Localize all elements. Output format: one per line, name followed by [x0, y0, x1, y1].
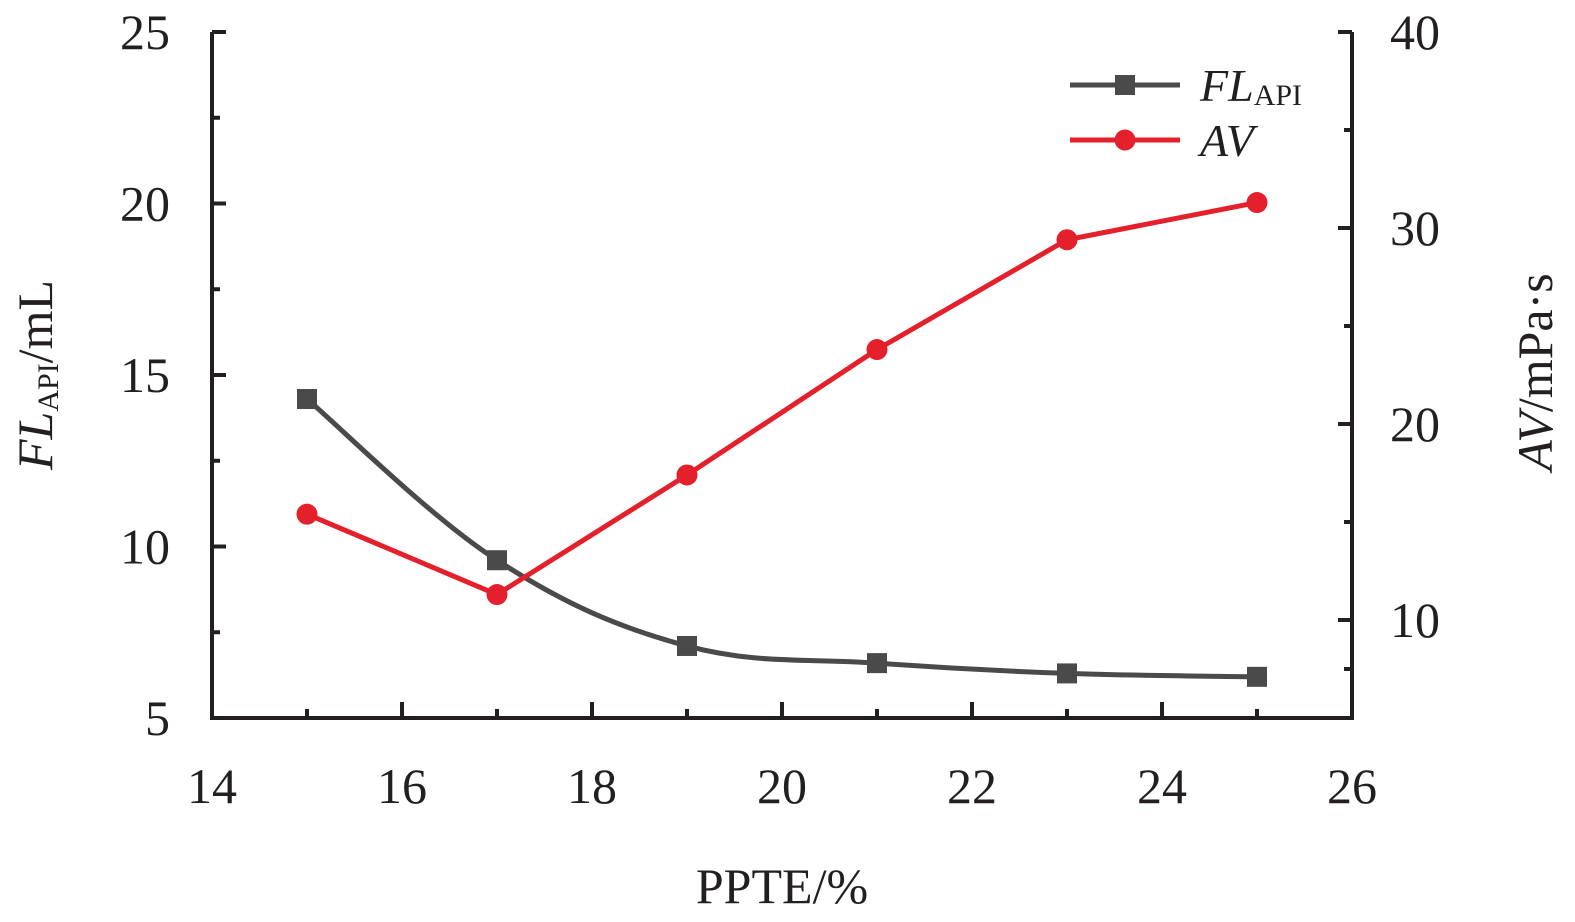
y-left-title-sub: API [32, 363, 65, 411]
x-tick-label: 26 [1327, 758, 1377, 814]
axes: 14 16 18 20 22 24 26 5 10 15 20 25 10 20 30 40 [120, 4, 1440, 814]
legend-marker-circle [1114, 129, 1136, 151]
y-left-tick-label: 25 [120, 4, 170, 60]
y-axis-title-left: FLAPI/mL [7, 280, 65, 471]
y-left-tick-label: 15 [120, 347, 170, 403]
data-point-square [867, 653, 887, 674]
y-left-tick-label: 5 [145, 690, 170, 746]
y-right-title-main: AV [1507, 407, 1563, 474]
x-tick-label: 16 [377, 758, 427, 814]
x-tick-label: 22 [947, 758, 997, 814]
x-tick-label: 18 [567, 758, 617, 814]
legend-label-1: AV [1197, 115, 1259, 166]
series-line-0 [305, 397, 1258, 680]
x-axis-title: PPTE/% [696, 858, 868, 914]
data-point-square [1247, 666, 1267, 687]
data-point-circle [1246, 192, 1268, 214]
x-tick-label: 24 [1137, 758, 1187, 814]
y-right-tick-label: 30 [1390, 200, 1440, 256]
y-left-title-main: FL [7, 412, 63, 471]
data-point-circle [676, 464, 698, 486]
y-left-tick-label: 20 [120, 176, 170, 232]
y-left-title-unit: /mL [7, 280, 63, 363]
legend-label-0: FLAPI [1199, 60, 1302, 112]
data-point-square [297, 389, 317, 410]
data-point-square [1057, 663, 1077, 684]
y-right-tick-label: 20 [1390, 396, 1440, 452]
y-right-tick-label: 40 [1390, 4, 1440, 60]
y-right-title-unit: /mPa·s [1507, 273, 1563, 412]
data-point-square [677, 635, 697, 656]
data-point-circle [486, 584, 508, 606]
series-line-1 [306, 200, 1258, 598]
legend-label-subscript: API [1254, 79, 1302, 112]
y-right-tick-label: 10 [1390, 592, 1440, 648]
x-tick-label: 20 [757, 758, 807, 814]
y-axis-title-right: AV/mPa·s [1507, 273, 1563, 474]
data-point-circle [866, 339, 888, 361]
data-point-circle [1056, 229, 1078, 251]
y-left-tick-label: 10 [120, 519, 170, 575]
x-tick-label: 14 [187, 758, 237, 814]
data-point-square [487, 550, 507, 571]
axis-titles: PPTE/% FLAPI/mL AV/mPa·s [7, 273, 1563, 914]
series-layer [296, 192, 1268, 687]
legend-marker-square [1115, 75, 1135, 95]
data-point-circle [296, 503, 318, 525]
